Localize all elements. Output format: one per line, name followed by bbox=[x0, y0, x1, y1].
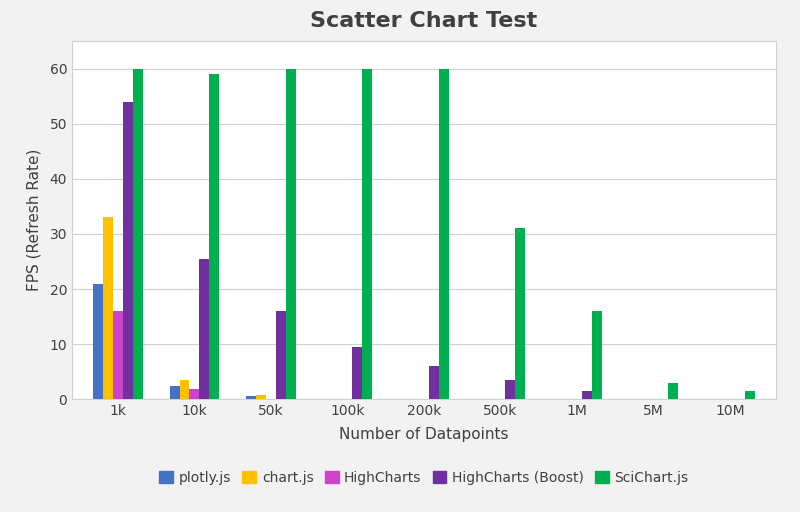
Y-axis label: FPS (Refresh Rate): FPS (Refresh Rate) bbox=[26, 149, 41, 291]
Bar bbox=[592, 311, 602, 399]
Bar bbox=[362, 69, 372, 399]
Title: Scatter Chart Test: Scatter Chart Test bbox=[310, 11, 538, 31]
Bar bbox=[170, 386, 179, 399]
Bar bbox=[429, 366, 439, 399]
Bar bbox=[515, 228, 526, 399]
Bar bbox=[190, 390, 199, 399]
Bar bbox=[286, 69, 296, 399]
Bar bbox=[179, 380, 190, 399]
Bar bbox=[133, 69, 142, 399]
Bar bbox=[199, 259, 210, 399]
Bar bbox=[210, 74, 219, 399]
Bar bbox=[439, 69, 449, 399]
Bar bbox=[103, 218, 113, 399]
X-axis label: Number of Datapoints: Number of Datapoints bbox=[339, 426, 509, 441]
Bar bbox=[113, 311, 123, 399]
Bar bbox=[745, 391, 755, 399]
Bar bbox=[353, 347, 362, 399]
Bar bbox=[506, 380, 515, 399]
Bar bbox=[93, 284, 103, 399]
Bar bbox=[582, 391, 592, 399]
Bar bbox=[256, 395, 266, 399]
Bar bbox=[669, 383, 678, 399]
Legend: plotly.js, chart.js, HighCharts, HighCharts (Boost), SciChart.js: plotly.js, chart.js, HighCharts, HighCha… bbox=[159, 471, 689, 485]
Bar bbox=[276, 311, 286, 399]
Bar bbox=[246, 395, 256, 399]
Bar bbox=[123, 101, 133, 399]
